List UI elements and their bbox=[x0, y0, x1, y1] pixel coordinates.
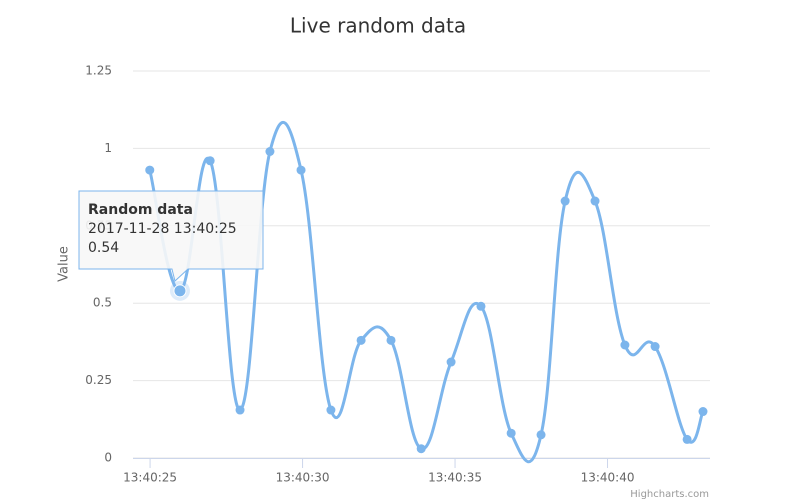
x-tick-label: 13:40:30 bbox=[276, 471, 330, 485]
tooltip: Random data 2017-11-28 13:40:25 0.54 bbox=[78, 190, 264, 282]
point bbox=[296, 165, 306, 175]
y-tick-label: 1.25 bbox=[85, 64, 112, 78]
point bbox=[476, 301, 486, 311]
point bbox=[173, 284, 187, 298]
point bbox=[650, 342, 660, 352]
credits[interactable]: Highcharts.com bbox=[630, 489, 709, 500]
series-line bbox=[148, 121, 705, 464]
y-axis-title: Value bbox=[57, 246, 72, 282]
point bbox=[205, 156, 215, 166]
y-tick-label: 1 bbox=[104, 141, 112, 155]
x-tick-label: 13:40:25 bbox=[123, 471, 177, 485]
y-tick-label: 0.5 bbox=[93, 296, 112, 310]
x-tick-label: 13:40:35 bbox=[428, 471, 482, 485]
point bbox=[386, 335, 396, 345]
chart-title: Live random data bbox=[290, 14, 466, 38]
y-tick-label: 0 bbox=[104, 451, 112, 465]
tooltip-series: Random data bbox=[88, 202, 193, 218]
tooltip-header: 2017-11-28 13:40:25 bbox=[88, 221, 237, 237]
point bbox=[416, 444, 426, 454]
point bbox=[265, 146, 275, 156]
y-tick-label: 0.25 bbox=[85, 373, 112, 387]
point bbox=[698, 407, 708, 417]
point bbox=[560, 196, 570, 206]
x-tick-label: 13:40:40 bbox=[581, 471, 635, 485]
point bbox=[356, 335, 366, 345]
point bbox=[590, 196, 600, 206]
point bbox=[536, 430, 546, 440]
point bbox=[235, 405, 245, 415]
point bbox=[682, 434, 692, 444]
tooltip-value: 0.54 bbox=[88, 240, 119, 256]
tooltip-box bbox=[78, 190, 264, 282]
point bbox=[620, 340, 630, 350]
point bbox=[446, 357, 456, 367]
point bbox=[326, 405, 336, 415]
point bbox=[145, 165, 155, 175]
point bbox=[506, 428, 516, 438]
